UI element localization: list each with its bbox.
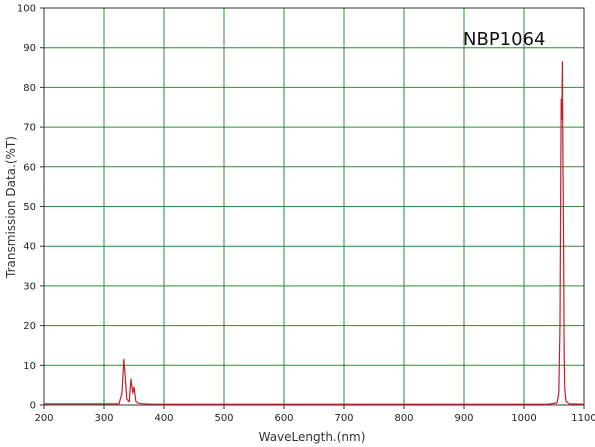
- y-tick-label: 10: [23, 361, 36, 372]
- grid: [43, 7, 585, 406]
- y-tick-label: 100: [17, 4, 36, 15]
- x-axis-label: WaveLength.(nm): [259, 430, 366, 444]
- x-tick-label: 900: [454, 413, 473, 424]
- x-tick-label: 200: [34, 413, 53, 424]
- y-tick-label: 80: [23, 83, 36, 94]
- series: [44, 60, 585, 405]
- tick-labels: 200 300 400 500 600 700 800 900 1000 1100 0 10 20 30 4…: [17, 4, 595, 425]
- chart-annotation: NBP1064: [463, 29, 545, 50]
- plot-frame: [43, 7, 585, 406]
- y-tick-label: 40: [23, 242, 36, 253]
- x-tick-label: 600: [274, 413, 293, 424]
- x-tick-label: 800: [394, 413, 413, 424]
- x-tick-label: 1000: [511, 413, 536, 424]
- x-tick-label: 700: [334, 413, 353, 424]
- y-tick-label: 90: [23, 43, 36, 54]
- y-tick-label: 60: [23, 162, 36, 173]
- y-tick-label: 20: [23, 321, 36, 332]
- y-tick-label: 30: [23, 281, 36, 292]
- axes: [40, 7, 585, 409]
- x-tick-label: 300: [94, 413, 113, 424]
- y-axis-label: Transmission Data.(%T): [4, 136, 18, 279]
- series-line-0: [44, 60, 585, 405]
- x-tick-label: 500: [214, 413, 233, 424]
- x-tick-label: 1100: [571, 413, 595, 424]
- y-tick-label: 0: [30, 401, 36, 412]
- y-tick-label: 70: [23, 123, 36, 134]
- y-tick-label: 50: [23, 202, 36, 213]
- x-tick-label: 400: [154, 413, 173, 424]
